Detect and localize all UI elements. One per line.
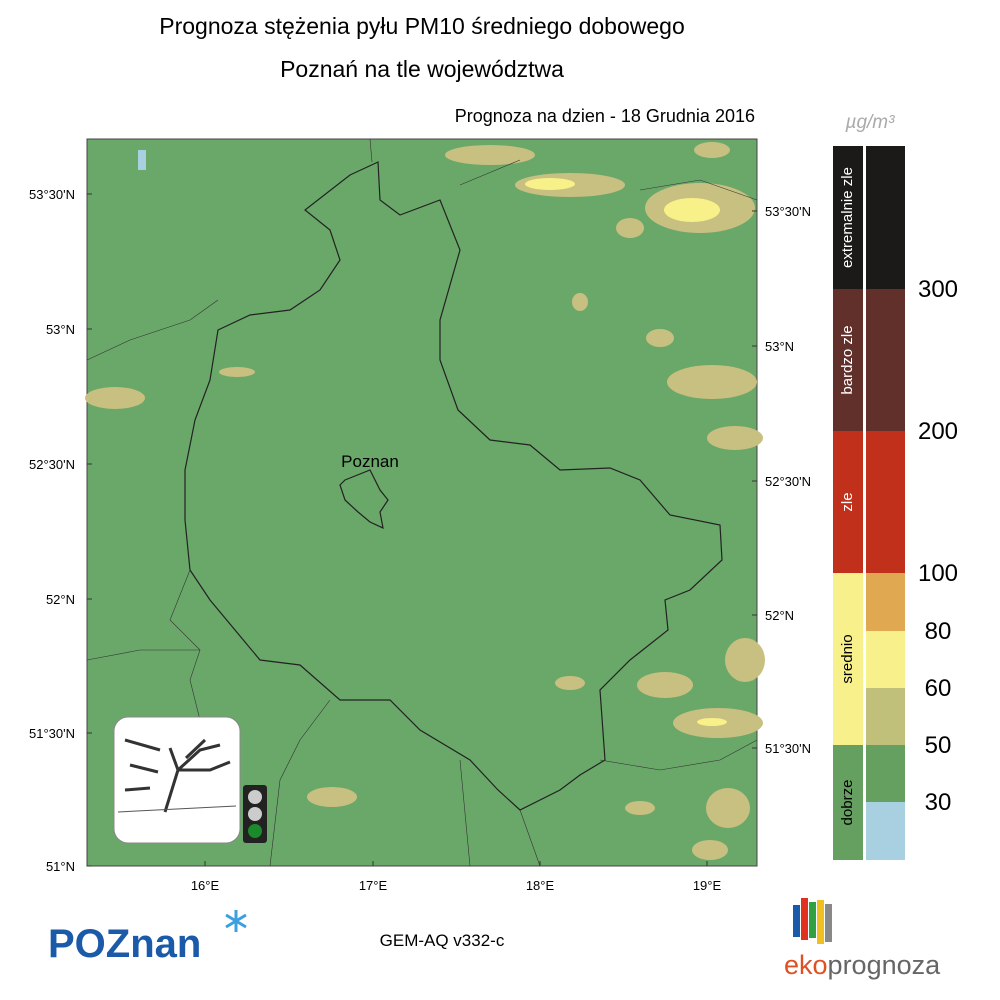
lat-label: 52°N [765,608,794,623]
poznan-logo: POZnan [48,910,247,966]
category-band [833,431,863,573]
category-band [833,146,863,289]
threshold-label: 200 [918,418,958,445]
scale-band [866,631,905,688]
scale-band [866,289,905,431]
threshold-label: 100 [918,560,958,587]
forecast-date: Prognoza na dzien - 18 Grudnia 2016 [455,106,755,126]
threshold-label: 60 [925,675,952,702]
lat-label: 53°30'N [765,204,811,219]
scale-band [866,802,905,860]
logo-text: POZnan [48,922,201,966]
category-label: srednio [839,634,856,683]
lat-label: 51°30'N [765,741,811,756]
category-label: dobrze [839,780,856,826]
scale-band [866,146,905,289]
title: Prognoza stężenia pyłu PM10 średniego do… [159,13,685,39]
wind-icon [113,716,241,844]
brand-part: prognoza [828,950,942,980]
brand-text: ekoprognoza [784,950,941,980]
lon-label: 18°E [526,878,555,893]
subtitle: Poznań na tle województwa [280,56,564,82]
category-label: bardzo zle [839,325,856,394]
model-name: GEM-AQ v332-c [380,931,505,950]
lon-label: 17°E [359,878,388,893]
map: Poznan [85,138,765,867]
brand-part: eko [784,950,828,980]
category-label: extremalnie zle [839,167,856,268]
lat-label: 51°N [46,859,75,874]
lat-label: 52°N [46,592,75,607]
category-band [833,745,863,860]
category-band [833,289,863,431]
lat-label: 52°30'N [765,474,811,489]
lat-label: 53°N [765,339,794,354]
scale-band [866,745,905,802]
scale-band [866,688,905,745]
category-label: zle [839,492,856,511]
threshold-label: 80 [925,618,952,645]
scale-band [866,573,905,631]
lat-label: 51°30'N [29,726,75,741]
unit-label: µg/m³ [845,112,896,133]
scale-band [866,431,905,573]
ekoprognoza-logo: ekoprognoza [784,898,941,980]
threshold-label: 30 [925,789,952,816]
lat-label: 53°N [46,322,75,337]
category-band [833,573,863,745]
threshold-label: 300 [918,276,958,303]
lat-label: 53°30'N [29,187,75,202]
traffic-light [243,785,267,843]
threshold-label: 50 [925,732,952,759]
lon-label: 16°E [191,878,220,893]
city-label: Poznan [341,452,399,471]
lat-label: 52°30'N [29,457,75,472]
lon-label: 19°E [693,878,722,893]
